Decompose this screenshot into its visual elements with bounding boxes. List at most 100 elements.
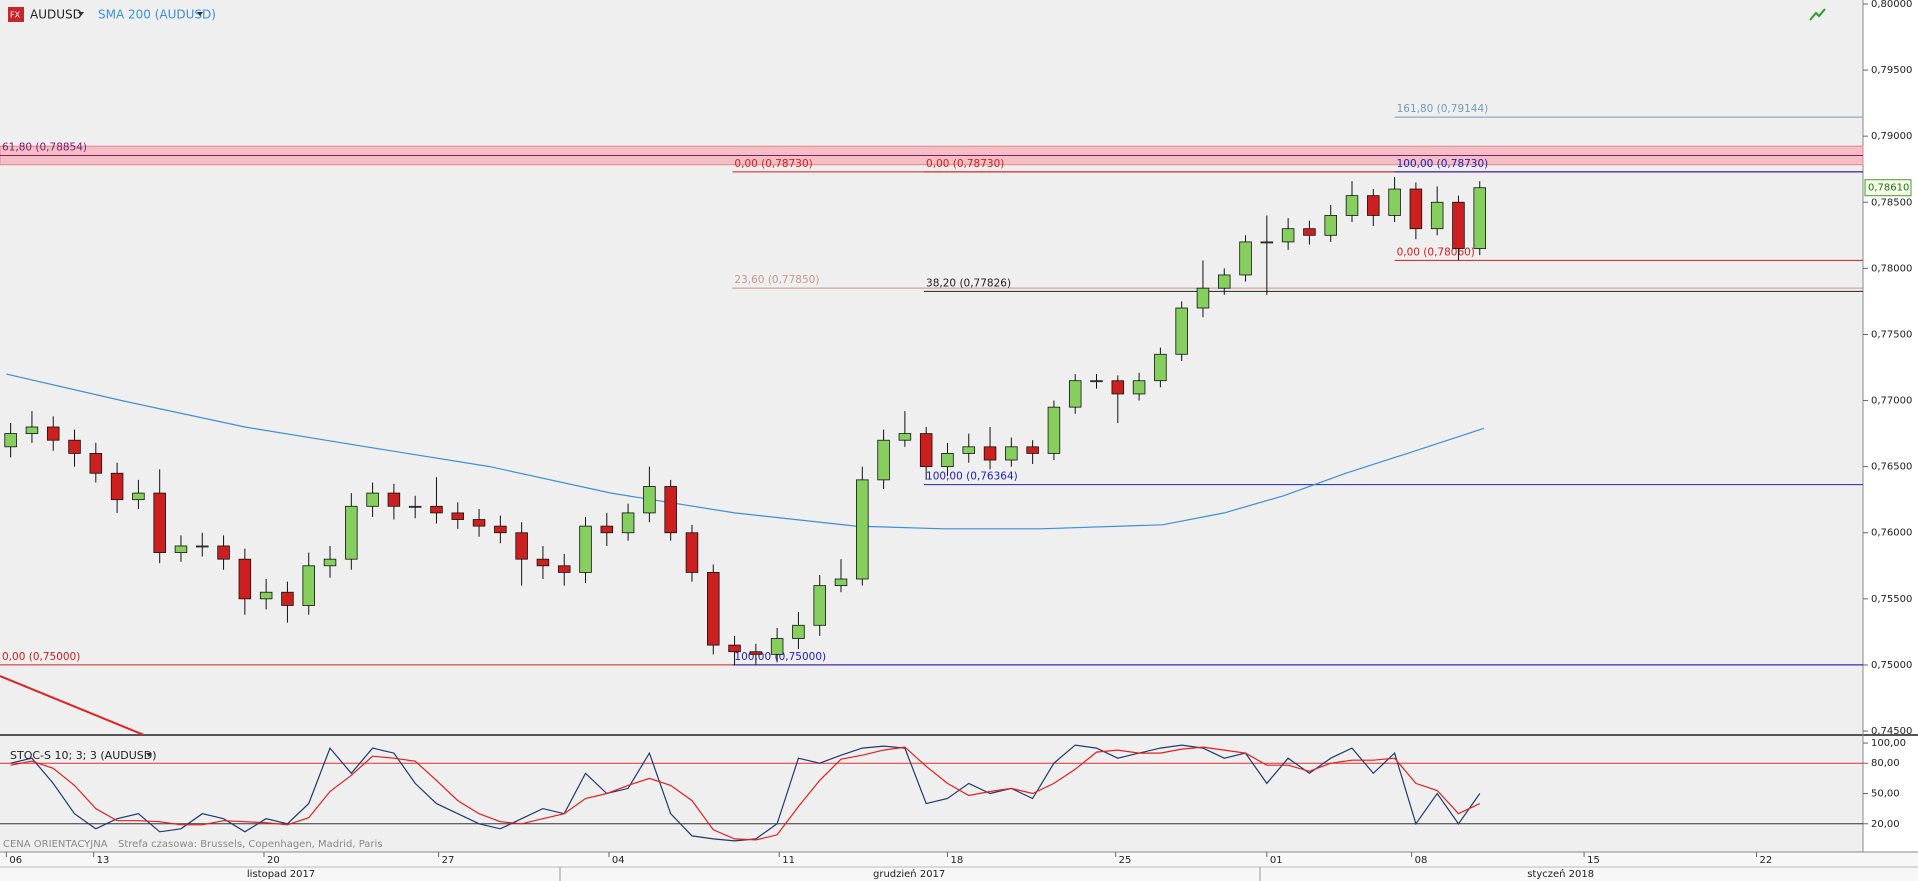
x-tick-label: 22: [1760, 855, 1773, 866]
candle-body: [792, 624, 805, 639]
candle-body: [685, 532, 699, 573]
candle-body: [856, 479, 869, 580]
candle-body: [1473, 187, 1487, 249]
candle-body: [472, 519, 486, 527]
fx-icon-text: FX: [10, 11, 21, 20]
candle-body: [1430, 201, 1444, 230]
candle-body: [1388, 188, 1401, 216]
y-tick-label: 0,76000: [1871, 528, 1912, 539]
candle-body: [621, 512, 635, 534]
x-tick-label: 25: [1119, 855, 1132, 866]
candle-body: [536, 558, 550, 567]
timezone-note: Strefa czasowa: Brussels, Copenhagen, Ma…: [118, 839, 383, 850]
y-tick-label: 100,00: [1871, 738, 1906, 749]
candle-body: [919, 433, 933, 468]
y-tick-label: 0,76500: [1871, 462, 1912, 473]
last-price-box: [1864, 179, 1912, 197]
candle-body: [68, 439, 81, 454]
candle-body: [89, 453, 103, 474]
candle-body: [217, 545, 230, 560]
indicator-dropdown[interactable]: [197, 12, 203, 16]
y-tick-label: 0,77000: [1871, 396, 1912, 407]
candle-body: [962, 446, 976, 454]
fx-icon: [8, 7, 24, 22]
candle-body: [728, 644, 741, 653]
candle-body: [1303, 228, 1316, 236]
candle-body: [941, 453, 954, 468]
x-tick-label: 06: [9, 855, 22, 866]
y-tick-label: 0,77500: [1871, 329, 1912, 340]
candle-body: [1239, 241, 1252, 276]
level-label: 38,20 (0,77826): [926, 277, 1011, 289]
candle-body: [877, 439, 890, 481]
x-tick-label: 18: [950, 855, 963, 866]
trade-icon[interactable]: [1809, 8, 1826, 21]
candle-body: [238, 558, 252, 600]
indicator-name[interactable]: SMA 200 (AUDUSD): [98, 8, 216, 22]
candle-body: [451, 512, 465, 520]
candle-body: [25, 426, 39, 434]
candle-body: [1132, 380, 1146, 395]
candle-body: [302, 565, 315, 606]
candle-body: [1452, 201, 1465, 249]
candle-body: [494, 525, 507, 534]
x-tick-label: 04: [612, 855, 625, 866]
y-tick-label: 80,00: [1871, 758, 1900, 769]
candle-body: [1090, 380, 1103, 383]
month-label: listopad 2017: [247, 869, 315, 880]
candle-body: [515, 532, 528, 560]
x-tick-label: 08: [1415, 855, 1428, 866]
candle-body: [345, 505, 358, 560]
candle-body: [132, 492, 145, 501]
candle-body: [770, 638, 784, 655]
oscillator-line: [10, 746, 1481, 841]
candle-body: [749, 651, 763, 655]
candle-body: [1026, 446, 1039, 454]
candle-body: [1047, 406, 1061, 454]
y-tick-label: 0,75500: [1871, 594, 1912, 605]
candle-body: [174, 545, 188, 553]
candle-body: [408, 505, 422, 508]
candle-body: [281, 591, 294, 606]
candle-body: [1367, 195, 1380, 216]
x-tick-label: 01: [1270, 855, 1283, 866]
candle-body: [557, 565, 571, 573]
candle-body: [1005, 446, 1018, 461]
y-tick-label: 0,75000: [1871, 660, 1912, 671]
candle-body: [664, 486, 677, 534]
price-note: CENA ORIENTACYJNA: [3, 839, 108, 850]
y-tick-label: 0,80000: [1871, 0, 1912, 10]
candle-body: [387, 492, 401, 507]
candle-body: [834, 578, 848, 587]
candle-body: [1260, 241, 1274, 244]
y-tick-label: 0,74500: [1871, 726, 1912, 737]
level-label: 0,00 (0,78730): [926, 158, 1004, 170]
x-tick-label: 13: [97, 855, 110, 866]
candle-body: [323, 558, 337, 567]
level-label: 100,00 (0,78730): [1397, 158, 1489, 170]
y-tick-label: 20,00: [1871, 819, 1900, 830]
candle-body: [898, 433, 912, 441]
level-label: 23,60 (0,77850): [734, 274, 819, 286]
symbol-dropdown[interactable]: [78, 12, 84, 16]
candle-body: [813, 585, 826, 626]
level-label: 0,00 (0,78730): [734, 158, 812, 170]
candle-body: [110, 472, 124, 501]
y-tick-label: 0,78500: [1871, 197, 1912, 208]
candle-body: [46, 426, 60, 441]
stoch-dropdown[interactable]: [146, 753, 152, 757]
candle-body: [153, 492, 166, 553]
level-label: 100,00 (0,76364): [926, 471, 1018, 483]
symbol[interactable]: AUDUSD: [30, 8, 82, 22]
candle-body: [430, 505, 443, 514]
candle-body: [4, 433, 17, 448]
level-label: 61,80 (0,78854): [2, 141, 87, 153]
month-label: styczeń 2018: [1527, 868, 1594, 880]
candle-body: [1409, 188, 1423, 230]
candle-body: [1154, 353, 1167, 382]
candle-body: [259, 591, 273, 600]
candle-body: [983, 446, 997, 461]
candle-body: [1345, 195, 1359, 216]
candle-body: [366, 492, 379, 507]
